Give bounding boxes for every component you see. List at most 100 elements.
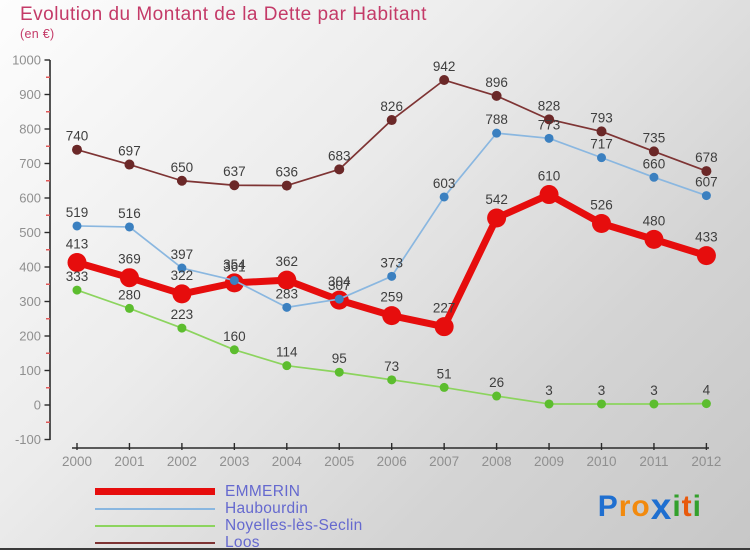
logo-letter: P bbox=[597, 490, 619, 523]
y-tick-label: 500 bbox=[19, 225, 41, 240]
legend-label: Loos bbox=[225, 533, 260, 550]
data-label: 160 bbox=[223, 329, 246, 344]
x-tick-label: 2002 bbox=[167, 454, 197, 469]
data-point bbox=[701, 399, 711, 409]
y-tick-label: 1000 bbox=[12, 53, 41, 68]
data-label: 896 bbox=[485, 75, 508, 90]
data-point bbox=[72, 221, 82, 231]
data-label: 519 bbox=[66, 205, 89, 220]
data-point bbox=[172, 284, 192, 304]
legend-item: Loos bbox=[95, 533, 363, 550]
data-point bbox=[72, 285, 82, 295]
data-point bbox=[334, 294, 344, 304]
legend-swatch bbox=[95, 524, 215, 527]
data-point bbox=[387, 271, 397, 281]
x-tick-label: 2000 bbox=[62, 454, 92, 469]
chart-header: Evolution du Montant de la Dette par Hab… bbox=[20, 4, 427, 41]
proxiti-logo[interactable]: Proxiti bbox=[597, 486, 702, 527]
data-point bbox=[277, 270, 297, 290]
data-point bbox=[387, 375, 397, 385]
data-label: 223 bbox=[171, 307, 194, 322]
data-label: 227 bbox=[433, 301, 456, 316]
data-label: 735 bbox=[643, 130, 666, 145]
y-tick-label: 700 bbox=[19, 156, 41, 171]
data-point bbox=[72, 144, 82, 155]
data-label: 773 bbox=[538, 117, 561, 132]
data-label: 683 bbox=[328, 148, 351, 163]
data-label: 114 bbox=[276, 345, 298, 360]
data-point bbox=[282, 302, 292, 312]
data-label: 526 bbox=[590, 198, 613, 213]
data-point bbox=[644, 229, 664, 249]
data-point bbox=[281, 180, 292, 191]
data-point bbox=[67, 253, 87, 273]
x-tick-label: 2007 bbox=[429, 454, 459, 469]
series-Noyelles-lès-Seclin bbox=[72, 285, 711, 409]
data-point bbox=[124, 222, 134, 232]
data-point bbox=[229, 275, 239, 285]
logo-letter: t bbox=[681, 490, 693, 523]
data-point bbox=[544, 114, 555, 125]
x-tick-label: 2006 bbox=[377, 454, 407, 469]
legend-label: Haubourdin bbox=[225, 499, 309, 517]
series-Haubourdin bbox=[72, 128, 711, 312]
data-point bbox=[386, 115, 397, 126]
legend-label: EMMERIN bbox=[225, 482, 301, 500]
legend-item: Haubourdin bbox=[95, 500, 363, 517]
data-point bbox=[439, 192, 449, 202]
y-tick-label: -100 bbox=[15, 432, 41, 447]
line-chart: -100 0 100 200 300 400 500 600 700 800 900 1000 2000… bbox=[12, 53, 721, 470]
data-point bbox=[592, 214, 611, 234]
y-tick-label: 100 bbox=[19, 363, 41, 378]
data-label: 650 bbox=[171, 160, 194, 175]
data-label: 637 bbox=[223, 164, 246, 179]
data-label: 307 bbox=[328, 278, 351, 293]
data-point bbox=[434, 317, 454, 337]
data-label: 73 bbox=[384, 359, 399, 374]
data-point bbox=[492, 128, 502, 138]
data-point bbox=[119, 268, 139, 288]
data-point bbox=[696, 246, 716, 266]
data-label: 942 bbox=[433, 59, 456, 74]
data-point bbox=[701, 191, 711, 201]
logo-letter: x bbox=[650, 486, 673, 527]
data-label: 3 bbox=[545, 383, 553, 398]
x-tick-label: 2011 bbox=[639, 454, 668, 469]
labels-Haubourdin: 519 516 397 361 283 307 373 603 788 773 717 660 607 bbox=[66, 112, 718, 301]
chart-subtitle: (en €) bbox=[20, 27, 55, 41]
y-tick-label: 900 bbox=[19, 87, 41, 102]
x-axis: 2000 2001 2002 2003 2004 2005 2006 2007 2008 2009… bbox=[62, 443, 721, 469]
logo-letter: r bbox=[618, 490, 632, 523]
data-point bbox=[124, 159, 135, 170]
data-label: 516 bbox=[118, 206, 141, 221]
logo-letter: o bbox=[631, 490, 651, 523]
logo-letter: i bbox=[692, 490, 702, 523]
x-tick-label: 2004 bbox=[272, 454, 303, 469]
data-label: 636 bbox=[276, 165, 299, 180]
data-label: 369 bbox=[118, 252, 141, 267]
legend-label: Noyelles-lès-Seclin bbox=[225, 516, 363, 534]
data-label: 397 bbox=[171, 247, 194, 262]
data-label: 361 bbox=[223, 259, 246, 274]
data-point bbox=[124, 303, 134, 313]
data-label: 603 bbox=[433, 176, 456, 191]
data-point bbox=[439, 75, 450, 86]
y-tick-label: 0 bbox=[34, 398, 41, 413]
data-label: 3 bbox=[598, 383, 606, 398]
data-label: 717 bbox=[590, 137, 613, 152]
data-label: 826 bbox=[380, 99, 403, 114]
data-point bbox=[282, 361, 292, 371]
x-tick-label: 2010 bbox=[586, 454, 616, 469]
data-label: 362 bbox=[276, 254, 299, 269]
data-point bbox=[382, 306, 402, 326]
data-point bbox=[229, 345, 239, 355]
data-label: 607 bbox=[695, 175, 718, 190]
data-point bbox=[334, 367, 344, 377]
data-label: 788 bbox=[485, 112, 508, 127]
x-tick-label: 2009 bbox=[534, 454, 564, 469]
series-Loos bbox=[72, 75, 712, 191]
data-point bbox=[229, 180, 240, 191]
y-tick-label: 200 bbox=[19, 329, 41, 344]
data-point bbox=[439, 382, 449, 392]
